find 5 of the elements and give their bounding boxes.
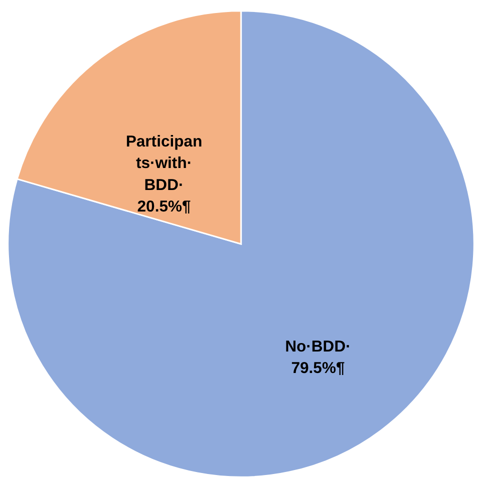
data-label: 20.5%¶ [137,198,192,216]
slice-label: No·BDD· [285,338,351,356]
slice-label: Participants·with·BDD· [126,133,202,194]
data-label: 79.5%¶ [291,360,345,378]
pie-slice [7,10,475,478]
